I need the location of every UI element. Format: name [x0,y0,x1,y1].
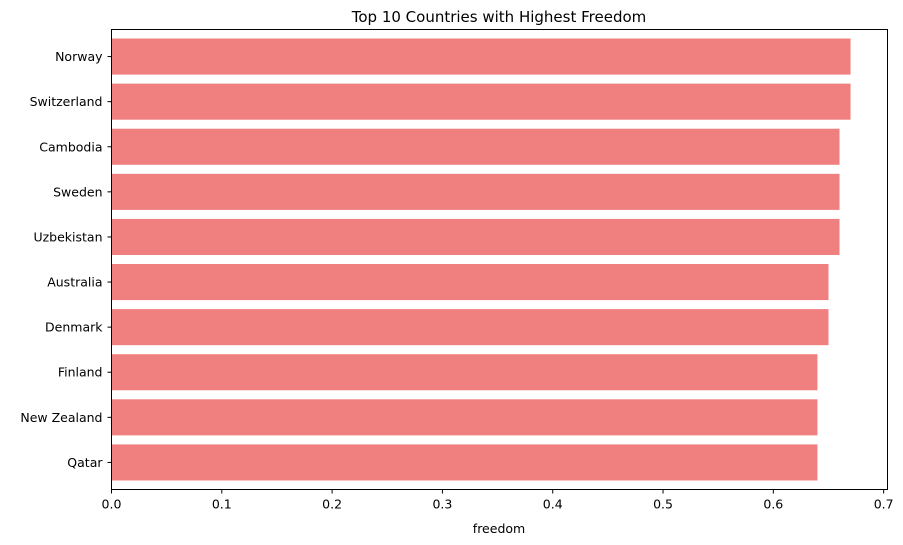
x-tick-label: 0.7 [874,497,894,512]
bar-sweden [111,173,840,210]
bar-denmark [111,309,829,346]
bar-uzbekistan [111,218,840,255]
y-tick-label: Cambodia [39,139,102,154]
y-tick-label: Denmark [45,320,103,335]
chart-title: Top 10 Countries with Highest Freedom [351,8,647,26]
x-tick-label: 0.1 [212,497,232,512]
bar-finland [111,354,818,391]
x-tick-label: 0.5 [653,497,673,512]
y-tick-label: Sweden [53,184,102,199]
bar-australia [111,264,829,301]
y-tick-label: Uzbekistan [33,229,102,244]
y-tick-label: Australia [47,275,102,290]
x-tick-label: 0.2 [322,497,342,512]
y-tick-label: Switzerland [30,94,103,109]
bars-group [111,38,851,481]
bar-switzerland [111,83,851,120]
bar-qatar [111,444,818,481]
y-tick-label: Finland [58,365,103,380]
bar-new-zealand [111,399,818,436]
x-tick-label: 0.6 [763,497,783,512]
x-tick-label: 0.3 [432,497,452,512]
bar-norway [111,38,851,75]
y-tick-label: Qatar [67,455,103,470]
x-axis-label: freedom [473,521,525,536]
bar-cambodia [111,128,840,165]
x-tick-label: 0.4 [543,497,563,512]
y-axis-ticks: Norway Switzerland Cambodia Sweden Uzbekista… [20,49,112,470]
y-tick-label: Norway [55,49,103,64]
plot-frame [111,29,888,490]
y-tick-label: New Zealand [20,410,102,425]
x-axis-ticks: 0.0 0.1 0.2 0.3 0.4 0.5 0.6 0.7 [102,489,894,512]
x-tick-label: 0.0 [102,497,122,512]
